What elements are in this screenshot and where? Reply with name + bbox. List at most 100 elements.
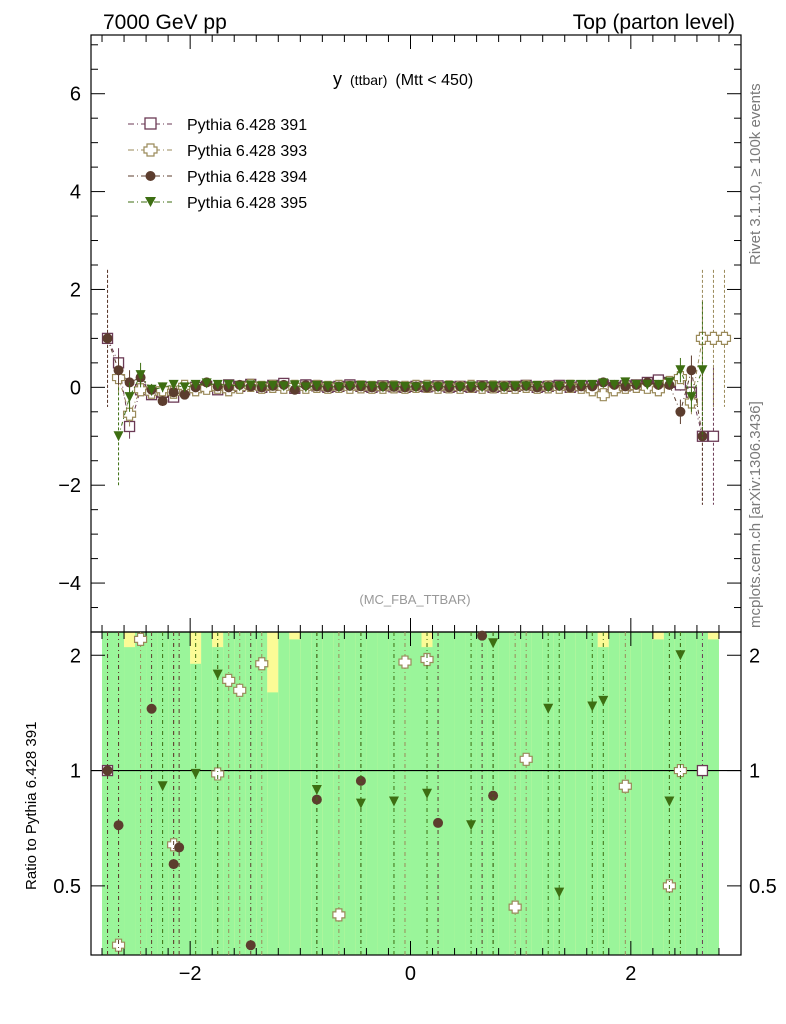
data-point-395 [455,382,466,393]
data-point-393 [508,900,522,914]
data-point-395 [179,382,190,393]
legend-entry-393: Pythia 6.428 393 [128,143,307,160]
data-point-395 [377,382,388,393]
data-point-395 [322,381,333,392]
ratio-band-green [179,632,191,955]
data-point-391 [696,764,709,777]
ratio-band-green [421,647,433,955]
main-series-layer [101,269,732,505]
data-point-395 [157,382,168,393]
legend-label-391: Pythia 6.428 391 [187,117,307,134]
ratio-band-green [344,632,356,955]
ratio-band-green [685,632,697,955]
analysis-label: (MC_FBA_TTBAR) [359,592,470,607]
data-point-395 [190,768,201,779]
data-point-395 [190,379,201,390]
data-point-395 [201,378,212,389]
data-point-393 [122,407,137,421]
main-ytick-label: 4 [70,182,81,204]
ratio-ytick-label: 0.5 [53,876,81,898]
data-point-395 [444,380,455,391]
data-point-395 [521,381,532,392]
main-ytick-label: −2 [58,475,81,497]
data-point-395 [311,784,322,795]
data-point-395 [664,796,675,807]
legend-label-394: Pythia 6.428 394 [187,169,307,186]
main-axes: −4 −2 0 2 4 6 [58,34,742,633]
data-point-393 [111,938,126,952]
legend-marker-391 [144,117,157,130]
ratio-band-green [410,632,422,955]
data-point-395 [366,381,377,392]
rivet-version-label: Rivet 3.1.10, ≥ 100k events [747,83,764,265]
ratio-band-green [322,632,334,955]
data-point-393 [596,388,610,402]
data-point-395 [598,695,609,706]
data-point-395 [488,638,499,649]
ratio-band-green [608,632,620,955]
data-point-395 [168,379,179,390]
data-point-393 [618,779,632,793]
data-point-393 [211,767,225,781]
ratio-band-green [278,632,290,955]
data-point-395 [267,380,278,391]
ratio-ytick-label: 1 [70,761,81,783]
data-point-394 [157,396,168,407]
data-point-395 [653,379,664,390]
data-point-394 [174,842,185,853]
data-point-393 [133,632,148,646]
data-point-394 [686,365,697,376]
data-point-395 [289,380,300,391]
legend-entry-394: Pythia 6.428 394 [128,169,307,186]
ratio-band-green [124,647,136,955]
ratio-xtick-label: 2 [625,963,636,985]
data-point-394 [102,765,113,776]
ratio-band-green [564,632,576,955]
plot-title-sub: (ttbar) [350,72,387,88]
data-point-394 [675,406,686,417]
ratio-band-green [377,632,389,955]
data-point-395 [223,379,234,390]
ratio-band-green [652,639,664,955]
ratio-ytick-label-right: 0.5 [749,876,777,898]
data-point-395 [598,378,609,389]
data-point-393 [420,652,434,667]
legend-entry-395: Pythia 6.428 395 [128,195,307,212]
data-point-395 [510,381,521,392]
ratio-band-green [597,647,609,955]
data-point-395 [587,701,598,712]
data-point-394 [245,940,256,951]
plot-title-cut: (Mtt < 450) [395,72,473,89]
data-point-395 [565,379,576,390]
legend-entry-391: Pythia 6.428 391 [128,117,307,134]
data-point-395 [311,380,322,391]
data-point-395 [675,365,686,376]
data-point-391 [707,430,720,442]
data-point-394 [433,817,444,828]
data-point-393 [398,655,412,669]
data-point-394 [168,387,179,398]
data-point-395 [344,381,355,392]
data-point-395 [554,887,565,898]
data-point-394 [697,431,708,442]
ratio-xtick-label: −2 [179,963,202,985]
data-point-395 [333,382,344,393]
data-point-395 [499,382,510,393]
ratio-series-layer [101,630,709,955]
data-point-395 [234,381,245,392]
data-point-393 [717,331,732,345]
main-ytick-label: 0 [70,377,81,399]
data-point-394 [146,703,157,714]
data-point-395 [631,379,642,390]
ratio-ytick-label: 2 [70,645,81,667]
plot-title-y: y [333,69,342,89]
ratio-band-green [300,632,312,955]
data-point-395 [113,431,124,442]
data-point-395 [355,798,366,809]
data-point-395 [433,382,444,393]
ratio-band-green [201,632,213,955]
data-point-393 [332,908,346,922]
data-point-395 [477,382,488,393]
data-point-395 [422,788,433,799]
